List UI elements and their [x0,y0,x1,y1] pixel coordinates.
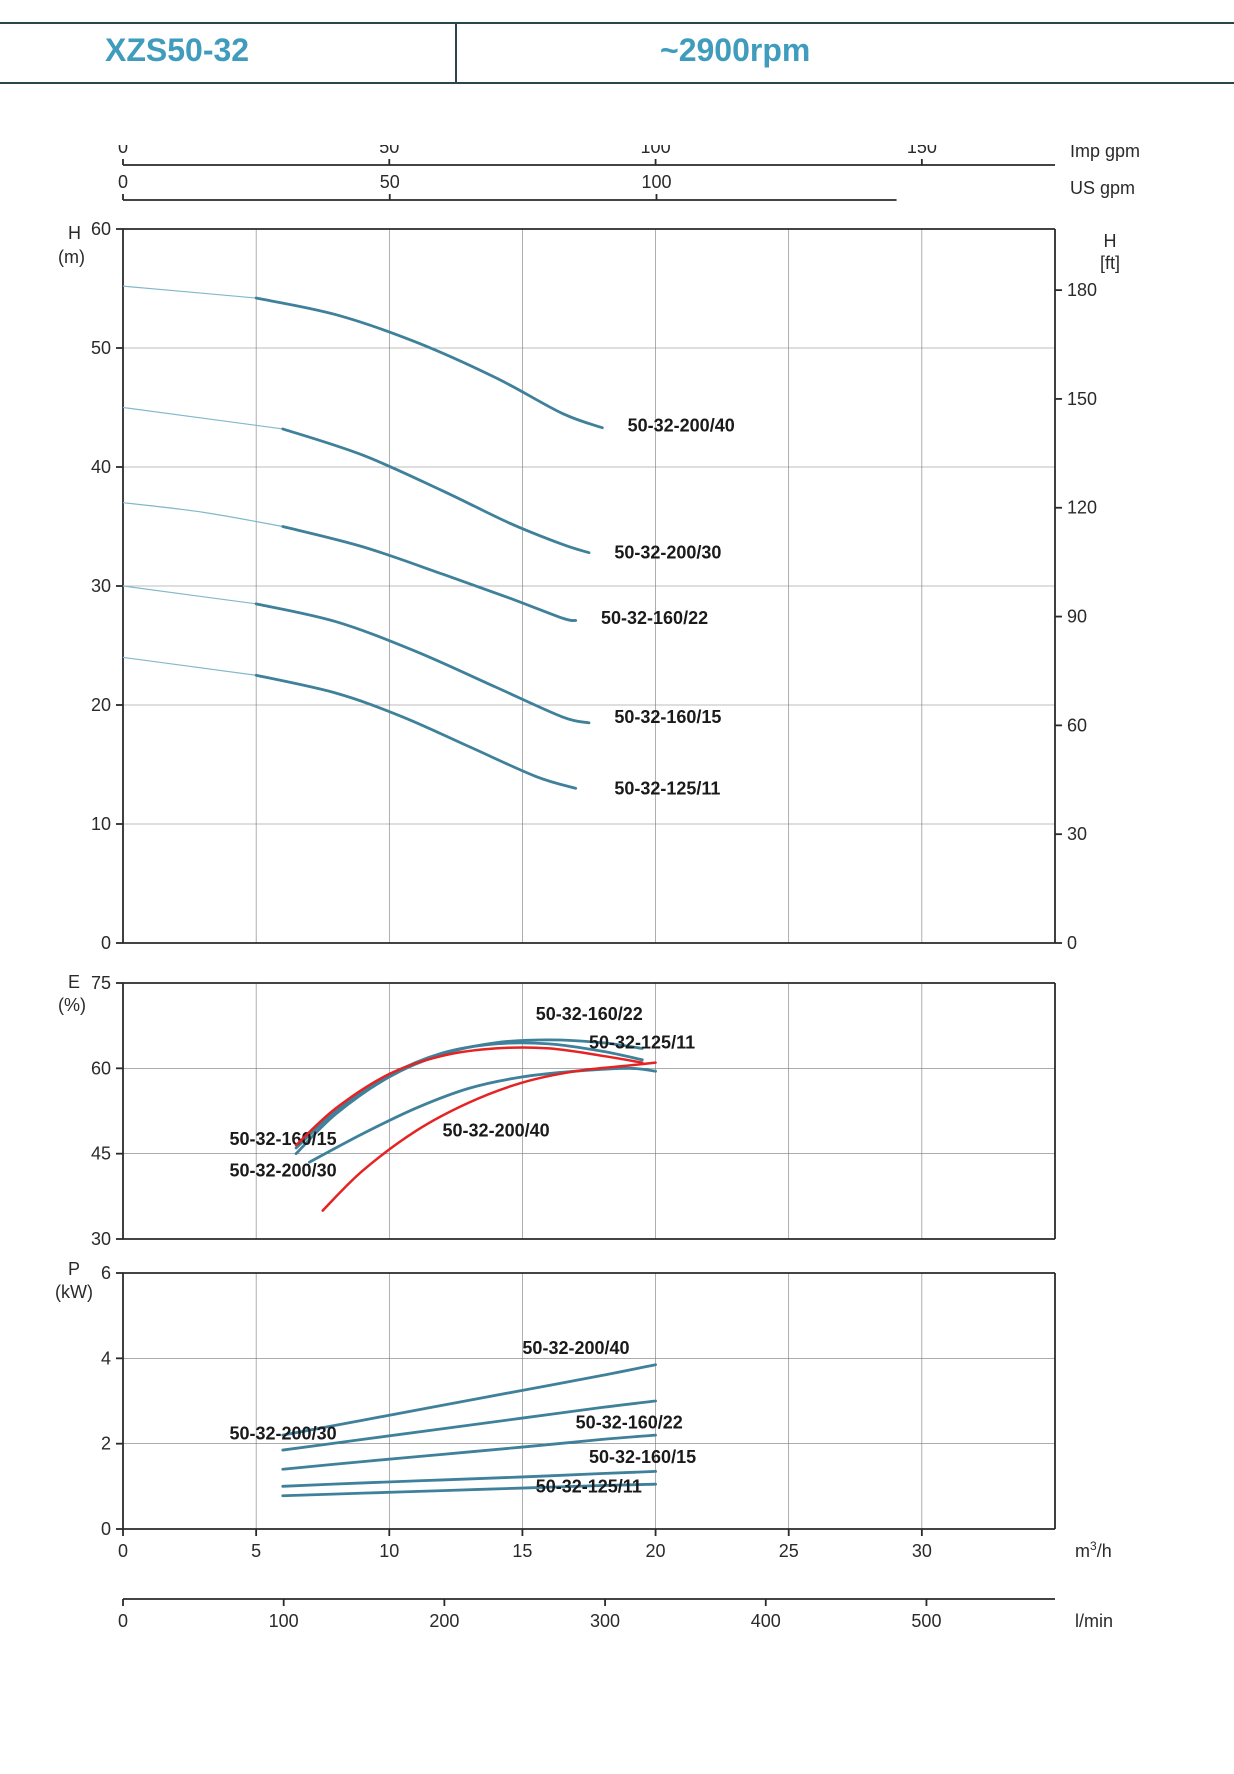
tick-m3h: 30 [912,1541,932,1561]
eff-curve [309,1068,655,1162]
label-lmin: l/min [1075,1611,1113,1631]
tick-m3h: 15 [512,1541,532,1561]
head-curve [283,429,589,553]
tick-m3h: 25 [779,1541,799,1561]
head-curve-label: 50-32-160/22 [601,608,708,628]
head-curve-label: 50-32-200/40 [628,415,735,435]
page: XZS50-32 ~2900rpm 050100150Imp gpm050100… [0,0,1234,1774]
tick-lmin: 100 [269,1611,299,1631]
head-curve-thin [123,503,283,527]
rpm-label: ~2900rpm [660,32,810,69]
tick-lmin: 500 [911,1611,941,1631]
pwr-curve-label: 50-32-200/40 [522,1338,629,1358]
label-imp-gpm: Imp gpm [1070,145,1140,161]
tick-head-m: 0 [101,933,111,953]
tick-head-ft: 150 [1067,389,1097,409]
tick-head-ft: 0 [1067,933,1077,953]
tick-lmin: 0 [118,1611,128,1631]
eff-curve-label: 50-32-160/22 [536,1004,643,1024]
head-curve-label: 50-32-200/30 [614,543,721,563]
head-curve-label: 50-32-160/15 [614,707,721,727]
label-us-gpm: US gpm [1070,178,1135,198]
pwr-curve-label: 50-32-200/30 [230,1423,337,1443]
label-head-Hft: H [1104,231,1117,251]
label-head-m: (m) [58,247,85,267]
head-curve [256,675,576,788]
tick-head-m: 10 [91,814,111,834]
tick-pwr: 0 [101,1519,111,1539]
tick-pwr: 4 [101,1348,111,1368]
tick-head-ft: 60 [1067,715,1087,735]
tick-lmin: 400 [751,1611,781,1631]
tick-pwr: 2 [101,1434,111,1454]
head-curve-thin [123,408,283,429]
tick-imp-gpm: 100 [641,145,671,157]
label-pwr-kw: (kW) [55,1282,93,1302]
eff-curve-label: 50-32-160/15 [230,1129,337,1149]
label-head-ft: [ft] [1100,253,1120,273]
tick-lmin: 200 [429,1611,459,1631]
tick-imp-gpm: 150 [907,145,937,157]
eff-curve-label: 50-32-200/30 [230,1160,337,1180]
tick-head-ft: 180 [1067,280,1097,300]
label-pwr-P: P [68,1259,80,1279]
tick-imp-gpm: 0 [118,145,128,157]
header-rule-bottom [0,82,1234,84]
tick-head-m: 50 [91,338,111,358]
pwr-curve-label: 50-32-160/15 [589,1447,696,1467]
tick-head-ft: 120 [1067,498,1097,518]
head-curve [256,298,602,428]
tick-head-m: 30 [91,576,111,596]
tick-head-m: 20 [91,695,111,715]
label-eff-pct: (%) [58,995,86,1015]
tick-eff: 75 [91,973,111,993]
tick-lmin: 300 [590,1611,620,1631]
tick-us-gpm: 50 [380,172,400,192]
label-head-H: H [68,223,81,243]
head-curve-thin [123,286,256,298]
model-label: XZS50-32 [105,32,249,69]
eff-curve-label: 50-32-200/40 [443,1121,550,1141]
header: XZS50-32 ~2900rpm [0,22,1234,82]
header-rule-top [0,22,1234,24]
tick-head-ft: 30 [1067,824,1087,844]
eff-curve-label: 50-32-125/11 [589,1032,695,1052]
tick-head-m: 40 [91,457,111,477]
tick-m3h: 10 [379,1541,399,1561]
tick-head-ft: 90 [1067,607,1087,627]
tick-eff: 60 [91,1058,111,1078]
tick-us-gpm: 100 [641,172,671,192]
pwr-curve-label: 50-32-160/22 [576,1413,683,1433]
tick-head-m: 60 [91,219,111,239]
head-curve-thin [123,586,256,604]
tick-eff: 30 [91,1229,111,1249]
head-curve [283,527,576,621]
tick-eff: 45 [91,1144,111,1164]
tick-us-gpm: 0 [118,172,128,192]
pwr-curve-label: 50-32-125/11 [536,1477,642,1497]
pump-curve-chart: 050100150Imp gpm050100US gpm010203040506… [55,145,1195,1725]
tick-pwr: 6 [101,1263,111,1283]
header-separator [455,22,457,82]
head-curve-label: 50-32-125/11 [614,778,720,798]
tick-m3h: 20 [646,1541,666,1561]
head-curve-thin [123,657,256,675]
tick-m3h: 0 [118,1541,128,1561]
label-m3h: m3/h [1075,1539,1112,1561]
label-eff-E: E [68,972,80,992]
tick-imp-gpm: 50 [379,145,399,157]
tick-m3h: 5 [251,1541,261,1561]
